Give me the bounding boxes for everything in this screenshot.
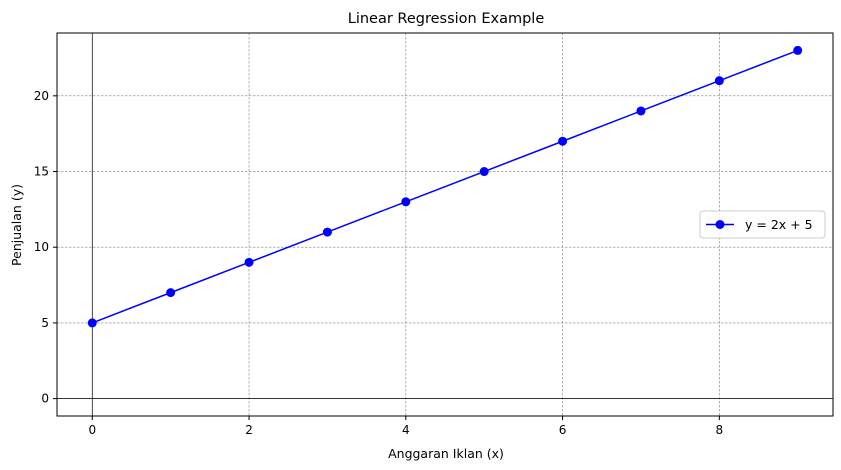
plot-area-frame — [56, 32, 834, 417]
y-tick-label: 0 — [41, 392, 49, 406]
legend-label: y = 2x + 5 — [745, 217, 813, 232]
data-point — [714, 76, 724, 86]
legend: y = 2x + 5 — [699, 210, 826, 239]
data-point — [401, 197, 411, 207]
y-tick-label: 5 — [41, 316, 49, 330]
data-point — [166, 288, 176, 298]
x-tick-label: 4 — [402, 423, 410, 437]
legend-frame — [699, 210, 826, 239]
data-point — [244, 257, 254, 267]
data-point — [558, 136, 568, 146]
chart-title: Linear Regression Example — [348, 11, 545, 27]
series-line — [92, 49, 798, 324]
x-axis-label: Anggaran Iklan (x) — [388, 446, 504, 461]
reference-lines — [57, 33, 833, 416]
data-point — [793, 45, 803, 55]
x-tick-label: 6 — [559, 423, 567, 437]
y-axis-label: Penjualan (y) — [9, 184, 24, 266]
data-point — [87, 318, 97, 328]
x-tick-label: 8 — [716, 423, 724, 437]
legend-marker — [715, 220, 725, 229]
data-point — [322, 227, 332, 237]
x-tick-label: 0 — [88, 423, 96, 437]
series-layer — [87, 45, 803, 328]
x-axis-ticks: 0 2 4 6 8 — [88, 416, 723, 437]
data-point — [636, 106, 646, 116]
y-axis-ticks: 0 5 10 15 20 — [34, 89, 57, 406]
x-tick-label: 2 — [245, 423, 253, 437]
y-tick-label: 10 — [34, 240, 49, 254]
data-point — [479, 167, 489, 177]
y-tick-label: 15 — [34, 165, 49, 179]
y-tick-label: 20 — [34, 89, 49, 103]
